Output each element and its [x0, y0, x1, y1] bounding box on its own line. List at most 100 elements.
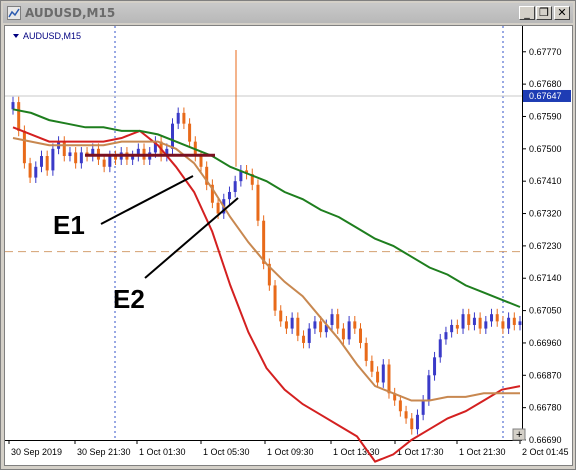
candle-body [216, 202, 220, 214]
candle-body [34, 166, 38, 178]
x-tick-label: 30 Sep 2019 [11, 447, 62, 457]
x-tick-label: 1 Oct 17:30 [397, 447, 444, 457]
candle-body [427, 375, 431, 401]
chart-label-arrow-icon [13, 34, 19, 38]
x-tick-label: 1 Oct 13:30 [333, 447, 380, 457]
candle-body [210, 184, 214, 203]
candle-body [176, 112, 180, 124]
candle-body [336, 314, 340, 329]
ma-fast-line [12, 126, 521, 463]
x-tick-label: 1 Oct 01:30 [139, 447, 186, 457]
candle-body [341, 328, 345, 340]
candle-body [290, 317, 294, 329]
candle-body [495, 314, 499, 322]
ma-slow-line [12, 108, 521, 308]
candle-body [478, 317, 482, 329]
candle-body [421, 400, 425, 415]
candle-body [91, 148, 95, 157]
y-tick-label: 0.67410 [529, 176, 562, 186]
candle-body [353, 321, 357, 329]
candle-body [415, 414, 419, 430]
candle-body [472, 317, 476, 325]
candle-body [324, 324, 328, 333]
candle-body [393, 393, 397, 401]
candle-body [433, 357, 437, 376]
candle-body [284, 321, 288, 329]
y-tick-label: 0.67680 [529, 79, 562, 89]
x-tick-label: 30 Sep 21:30 [77, 447, 131, 457]
candle-body [461, 314, 465, 329]
candle-body [347, 321, 351, 340]
candle-body [68, 152, 72, 157]
candle-body [438, 339, 442, 358]
price-tag-bg [523, 89, 571, 102]
candle-body [370, 360, 374, 372]
candle-body [74, 152, 78, 164]
candle-body [165, 148, 169, 157]
candle-body [273, 285, 277, 311]
candle-body [205, 166, 209, 185]
candle-body [501, 321, 505, 329]
ma-mid-line [12, 137, 520, 402]
candle-body [319, 321, 323, 333]
candle-body [279, 310, 283, 322]
annotation-e1-label: E1 [53, 210, 85, 240]
chart-symbol-label: AUDUSD,M15 [23, 31, 81, 41]
y-tick-label: 0.67320 [529, 209, 562, 219]
zoom-button-bg [512, 428, 526, 441]
candle-body [51, 148, 55, 171]
y-tick-label: 0.67050 [529, 306, 562, 316]
candle-body [136, 148, 140, 157]
price-chart[interactable]: 0.67770 0.67680 0.67590 0.67500 0.67410 0.673… [5, 26, 572, 465]
title-bar[interactable]: AUDUSD,M15 _ ❐ ✕ [3, 3, 573, 23]
candle-body [455, 324, 459, 329]
candle-body [62, 141, 66, 157]
candle-body [387, 364, 391, 394]
x-tick-label: 1 Oct 09:30 [267, 447, 314, 457]
candle-body [444, 332, 448, 340]
chart-area[interactable]: 0.67770 0.67680 0.67590 0.67500 0.67410 0.673… [4, 25, 573, 466]
candle-body [114, 156, 118, 160]
candle-body [239, 170, 243, 182]
candle-body [313, 321, 317, 329]
candle-body [45, 156, 49, 171]
candle-body [404, 411, 408, 419]
candle-body [256, 184, 260, 221]
y-tick-label: 0.66780 [529, 403, 562, 413]
candle-body [450, 324, 454, 333]
close-button[interactable]: ✕ [554, 6, 570, 20]
y-tick-label: 0.67140 [529, 273, 562, 283]
candle-body [381, 364, 385, 383]
candle-body [358, 328, 362, 343]
y-tick-label: 0.67230 [529, 241, 562, 251]
y-tick-label: 0.67590 [529, 111, 562, 121]
y-tick-label: 0.66960 [529, 338, 562, 348]
window-title: AUDUSD,M15 [25, 6, 116, 20]
candle-body [182, 112, 186, 124]
candle-body [302, 335, 306, 343]
candle-body [518, 321, 522, 325]
candle-body [364, 342, 368, 361]
y-tick-label: 0.66690 [529, 435, 562, 445]
candle-body [233, 181, 237, 192]
candle-body [22, 130, 26, 164]
candle-body [507, 317, 511, 329]
candle-body [330, 314, 334, 325]
candle-body [398, 400, 402, 412]
candle-body [267, 263, 271, 286]
y-tick-label: 0.67500 [529, 144, 562, 154]
candle-body [102, 159, 106, 167]
x-tick-label: 1 Oct 05:30 [203, 447, 250, 457]
candle-body [188, 123, 192, 142]
annotation-e2-label: E2 [113, 284, 145, 314]
candle-body [490, 314, 494, 322]
minimize-button[interactable]: _ [519, 6, 535, 20]
zoom-plus-icon: + [516, 429, 522, 441]
candle-body [467, 314, 471, 325]
zoom-button[interactable]: + [512, 428, 526, 441]
candle-body [199, 156, 203, 167]
x-tick-label: 2 Oct 01:45 [522, 447, 569, 457]
candle-body [39, 156, 43, 167]
restore-button[interactable]: ❐ [536, 6, 552, 20]
